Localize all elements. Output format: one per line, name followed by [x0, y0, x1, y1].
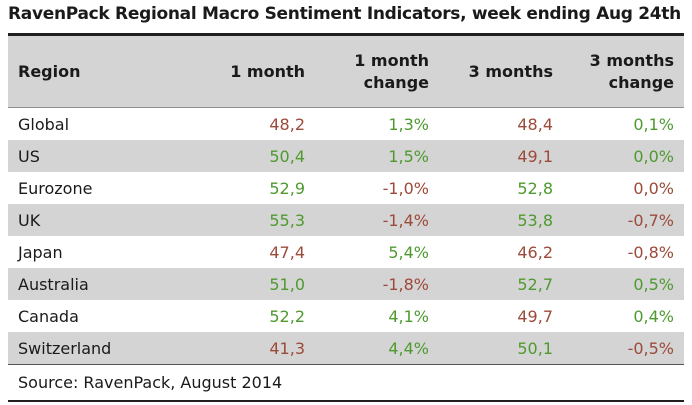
one-month-change-cell: -1,4%	[382, 210, 429, 230]
one-month-change-cell: 4,1%	[388, 306, 429, 326]
one-month-cell: 47,4	[269, 242, 305, 262]
three-months-change-cell: 0,0%	[633, 178, 674, 198]
table-header-row: Region 1 month 1 month change 3 months 3 mont…	[8, 36, 684, 108]
region-cell: Eurozone	[18, 178, 93, 198]
header-line: change	[608, 72, 674, 92]
three-months-change-cell: -0,7%	[627, 210, 674, 230]
one-month-change-cell: -1,8%	[382, 274, 429, 294]
region-cell: Australia	[18, 274, 89, 294]
header-1-month: 1 month	[158, 61, 313, 83]
header-region: Region	[8, 61, 158, 83]
region-cell: US	[18, 146, 40, 166]
header-line: change	[363, 72, 429, 92]
one-month-cell: 41,3	[269, 338, 305, 358]
three-months-change-cell: 0,1%	[633, 114, 674, 134]
table-row: Global 48,2 1,3% 48,4 0,1%	[8, 108, 684, 140]
table-row: US 50,4 1,5% 49,1 0,0%	[8, 140, 684, 172]
table-row: Canada 52,2 4,1% 49,7 0,4%	[8, 300, 684, 332]
header-line: 1 month	[230, 61, 305, 81]
three-months-cell: 49,7	[517, 306, 553, 326]
three-months-cell: 48,4	[517, 114, 553, 134]
three-months-cell: 46,2	[517, 242, 553, 262]
table-row: Switzerland 41,3 4,4% 50,1 -0,5%	[8, 332, 684, 364]
sentiment-table: Region 1 month 1 month change 3 months 3 mont…	[8, 36, 684, 402]
header-3-months: 3 months	[437, 61, 561, 83]
one-month-change-cell: 4,4%	[388, 338, 429, 358]
table-body: Global 48,2 1,3% 48,4 0,1% US 50,4 1,5% 49,1 0,0%…	[8, 108, 684, 364]
table-row: UK 55,3 -1,4% 53,8 -0,7%	[8, 204, 684, 236]
three-months-cell: 52,8	[517, 178, 553, 198]
header-1-month-change: 1 month change	[313, 50, 437, 94]
one-month-cell: 52,2	[269, 306, 305, 326]
three-months-change-cell: -0,5%	[627, 338, 674, 358]
three-months-cell: 52,7	[517, 274, 553, 294]
table-row: Japan 47,4 5,4% 46,2 -0,8%	[8, 236, 684, 268]
end-rule	[8, 400, 684, 402]
header-line: 3 months	[589, 50, 674, 70]
one-month-cell: 51,0	[269, 274, 305, 294]
one-month-cell: 52,9	[269, 178, 305, 198]
region-cell: Canada	[18, 306, 79, 326]
table-row: Australia 51,0 -1,8% 52,7 0,5%	[8, 268, 684, 300]
three-months-change-cell: -0,8%	[627, 242, 674, 262]
header-line: 1 month	[354, 50, 429, 70]
three-months-change-cell: 0,4%	[633, 306, 674, 326]
region-cell: Switzerland	[18, 338, 112, 358]
three-months-cell: 50,1	[517, 338, 553, 358]
region-cell: UK	[18, 210, 41, 230]
table-row: Eurozone 52,9 -1,0% 52,8 0,0%	[8, 172, 684, 204]
top-rule	[8, 33, 684, 36]
source-note: Source: RavenPack, August 2014	[18, 373, 283, 392]
table-title: RavenPack Regional Macro Sentiment Indic…	[8, 4, 681, 24]
one-month-change-cell: 1,5%	[388, 146, 429, 166]
bottom-rule	[8, 364, 684, 365]
region-cell: Japan	[18, 242, 63, 262]
header-line: 3 months	[468, 61, 553, 81]
one-month-change-cell: 5,4%	[388, 242, 429, 262]
region-cell: Global	[18, 114, 70, 134]
one-month-change-cell: -1,0%	[382, 178, 429, 198]
one-month-change-cell: 1,3%	[388, 114, 429, 134]
one-month-cell: 48,2	[269, 114, 305, 134]
one-month-cell: 55,3	[269, 210, 305, 230]
three-months-cell: 53,8	[517, 210, 553, 230]
one-month-cell: 50,4	[269, 146, 305, 166]
three-months-cell: 49,1	[517, 146, 553, 166]
header-line: Region	[18, 61, 81, 81]
header-3-months-change: 3 months change	[561, 50, 684, 94]
three-months-change-cell: 0,5%	[633, 274, 674, 294]
three-months-change-cell: 0,0%	[633, 146, 674, 166]
